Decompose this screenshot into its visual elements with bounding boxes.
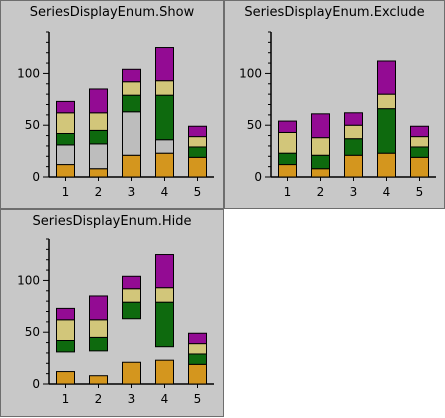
bar-segment	[56, 319, 75, 341]
bar-segment	[155, 139, 174, 154]
bar-segment	[89, 295, 108, 321]
x-tick-label: 5	[194, 392, 202, 406]
bar-segment	[122, 301, 141, 320]
chart-title: SeriesDisplayEnum.Exclude	[244, 5, 425, 20]
bar-segment	[188, 353, 207, 365]
bar-segment	[89, 336, 108, 352]
bar-segment	[311, 154, 330, 170]
bar-segment	[377, 108, 396, 154]
bar-segment	[56, 340, 75, 353]
bar-segment	[155, 80, 174, 96]
bar-segment	[344, 112, 363, 126]
x-tick-label: 2	[317, 185, 325, 199]
bar-segment	[188, 363, 207, 385]
y-tick-label: 100	[17, 66, 40, 80]
x-tick-label: 4	[161, 185, 169, 199]
bar-segment	[122, 361, 141, 385]
bar-segment	[278, 152, 297, 166]
bar-segment	[188, 343, 207, 355]
chart-plot: 0 50 100 1 2 3 4 5	[239, 31, 436, 199]
bar-segment	[377, 152, 396, 178]
chart-panel-hide: SeriesDisplayEnum.Hide 0 50 100 1 2 3 4 5	[0, 209, 224, 417]
x-tick-label: 3	[128, 392, 136, 406]
bar-segment	[122, 275, 141, 290]
bar-segment	[311, 168, 330, 178]
bar-segment	[188, 156, 207, 178]
chart-panel-show: SeriesDisplayEnum.Show 0 50 100 1 2 3 4 5	[0, 0, 224, 209]
chart-plot: 0 50 100 1 2 3 4 5	[17, 238, 214, 406]
bar-segment	[122, 111, 141, 156]
bar-segment	[410, 136, 429, 148]
bar-segment	[155, 287, 174, 303]
x-tick-label: 4	[161, 392, 169, 406]
bar-segment	[311, 137, 330, 156]
bar-segment	[155, 47, 174, 82]
bar-segment	[122, 81, 141, 96]
bar-segment	[56, 133, 75, 146]
bar-segment	[122, 154, 141, 178]
x-tick-label: 4	[383, 185, 391, 199]
bar-segment	[155, 301, 174, 348]
y-tick-label: 0	[32, 377, 40, 391]
bar-segment	[410, 125, 429, 138]
bar-segment	[89, 143, 108, 170]
bar-segment	[188, 332, 207, 345]
bar-segment	[89, 129, 108, 145]
y-tick-label: 50	[25, 118, 40, 132]
x-tick-label: 5	[194, 185, 202, 199]
bar-segment	[89, 88, 108, 114]
bar-segment	[56, 371, 75, 385]
bar-segment	[344, 154, 363, 178]
bar-segment	[122, 68, 141, 83]
y-tick-label: 50	[247, 118, 262, 132]
chart-title: SeriesDisplayEnum.Show	[29, 5, 195, 20]
x-tick-label: 2	[95, 185, 103, 199]
chart-panel-exclude: SeriesDisplayEnum.Exclude 0 50 100 1 2 3 4 5	[224, 0, 445, 209]
bar-segment	[188, 136, 207, 148]
bar-segment	[278, 120, 297, 133]
bar-segment	[155, 94, 174, 141]
bar-segment	[311, 113, 330, 139]
bar-segment	[155, 152, 174, 178]
x-tick-label: 3	[350, 185, 358, 199]
bar-segment	[377, 60, 396, 95]
bar-segment	[344, 138, 363, 156]
x-tick-label: 1	[62, 185, 70, 199]
bar-segment	[122, 288, 141, 303]
x-tick-label: 3	[128, 185, 136, 199]
y-tick-label: 100	[239, 66, 262, 80]
bar-segment	[188, 146, 207, 158]
bar-segment	[89, 319, 108, 338]
bar-segment	[188, 125, 207, 138]
chart-title: SeriesDisplayEnum.Hide	[32, 214, 192, 229]
bar-segment	[56, 112, 75, 134]
x-tick-label: 1	[62, 392, 70, 406]
bar-segment	[410, 156, 429, 178]
bar-segment	[89, 375, 108, 385]
y-tick-label: 0	[254, 170, 262, 184]
bar-segment	[56, 164, 75, 178]
y-tick-label: 50	[25, 325, 40, 339]
bar-segment	[56, 100, 75, 114]
bar-segment	[278, 164, 297, 178]
chart-plot: 0 50 100 1 2 3 4 5	[17, 31, 214, 199]
bar-segment	[89, 168, 108, 178]
bar-segment	[155, 254, 174, 289]
y-tick-label: 0	[32, 170, 40, 184]
x-tick-label: 1	[284, 185, 292, 199]
bar-segment	[122, 94, 141, 113]
y-tick-label: 100	[17, 273, 40, 287]
bar-segment	[89, 112, 108, 131]
bar-segment	[56, 307, 75, 321]
bar-segment	[344, 124, 363, 140]
bar-segment	[410, 146, 429, 158]
x-tick-label: 5	[416, 185, 424, 199]
bar-segment	[155, 359, 174, 385]
bar-segment	[56, 144, 75, 166]
bar-segment	[278, 131, 297, 154]
x-tick-label: 2	[95, 392, 103, 406]
bar-segment	[377, 93, 396, 110]
